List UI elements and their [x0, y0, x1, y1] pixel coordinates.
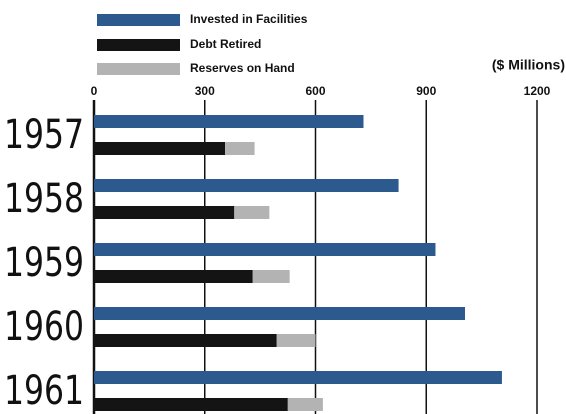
legend-swatch [97, 63, 180, 75]
bar [234, 206, 270, 219]
bar [276, 334, 316, 347]
legend-label: Debt Retired [190, 37, 261, 51]
bar [252, 270, 290, 283]
legend-swatch [97, 14, 180, 26]
bar [94, 371, 502, 384]
bar [94, 179, 399, 192]
category-label: 1959 [4, 240, 84, 286]
bar [94, 115, 364, 128]
bar [94, 307, 466, 320]
bar [94, 206, 235, 219]
legend-swatch [97, 39, 180, 51]
bar [287, 398, 323, 411]
bar [94, 243, 436, 256]
legend-label: Invested in Facilities [190, 12, 308, 26]
bar [225, 142, 255, 155]
x-tick-label: 600 [305, 84, 325, 98]
x-tick-label: 1200 [524, 84, 551, 98]
axis-unit-label: ($ Millions) [492, 57, 565, 73]
legend-label: Reserves on Hand [190, 61, 295, 75]
category-label: 1961 [4, 368, 84, 414]
x-tick-label: 900 [416, 84, 436, 98]
bar [94, 398, 288, 411]
x-tick-label: 300 [195, 84, 215, 98]
x-tick-label: 0 [91, 84, 98, 98]
category-label: 1957 [4, 112, 84, 158]
bar [94, 334, 277, 347]
category-label: 1958 [4, 176, 84, 222]
bar [94, 142, 226, 155]
bar [94, 270, 253, 283]
category-label: 1960 [4, 304, 84, 350]
